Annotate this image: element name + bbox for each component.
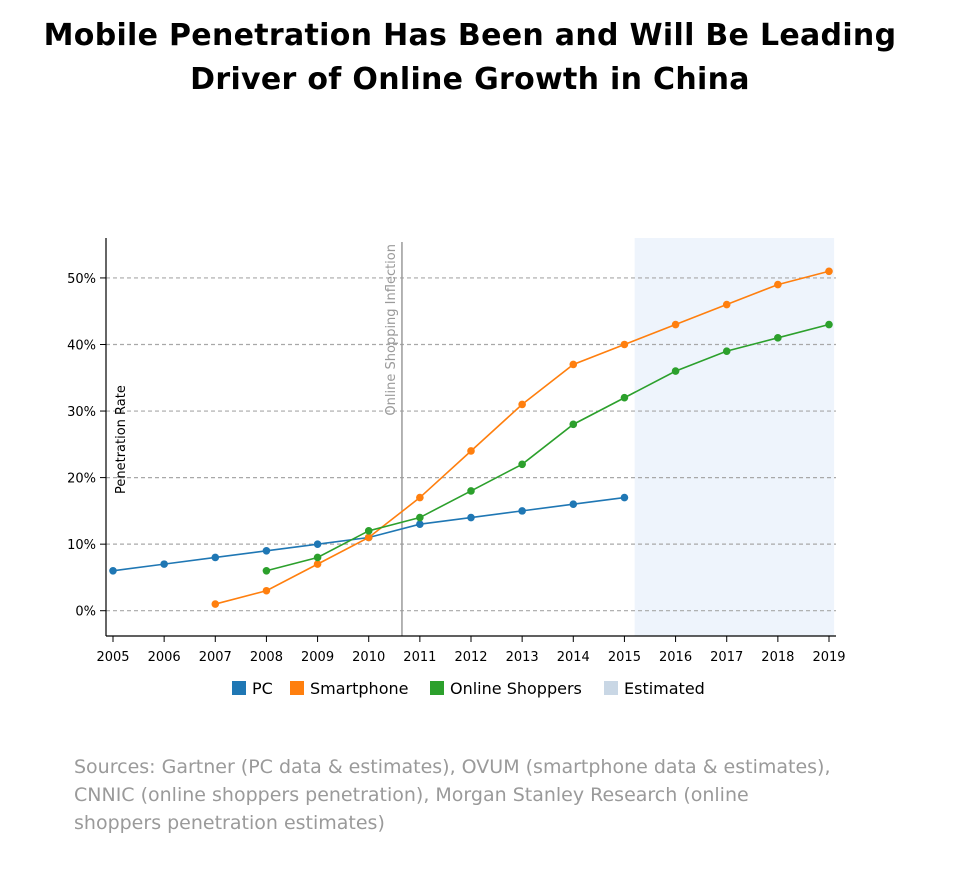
pc-point [569, 500, 578, 509]
x-tick-label: 2015 [608, 650, 641, 665]
y-tick-label: 0% [75, 605, 96, 620]
sources-line-1: Sources: Gartner (PC data & estimates), … [74, 756, 831, 778]
estimated-band-layer [634, 238, 835, 636]
y-axis-label: Penetration Rate [114, 385, 129, 494]
x-tick-label: 2007 [199, 650, 232, 665]
pc-point [313, 540, 322, 548]
pc-point [518, 507, 526, 515]
y-tick-label: 20% [67, 472, 96, 487]
smartphone-point [416, 493, 424, 502]
x-tick-label: 2005 [96, 650, 129, 665]
legend-label-online-shoppers: Online Shoppers [450, 679, 582, 698]
online-shoppers-point [620, 393, 629, 402]
x-tick-label: 2014 [557, 650, 590, 665]
legend: PC Smartphone Online Shoppers Estimated [232, 679, 705, 698]
smartphone-point [313, 560, 322, 568]
online-shoppers-point [262, 566, 271, 575]
title-line-1: Mobile Penetration Has Been and Will Be … [43, 18, 897, 53]
online-shoppers-point [774, 334, 782, 342]
legend-swatch-estimated [604, 681, 618, 695]
chart-title: Mobile Penetration Has Been and Will Be … [0, 14, 940, 102]
pc-point [160, 560, 168, 568]
sources-line-3: shoppers penetration estimates) [74, 812, 385, 834]
x-tick-label: 2013 [506, 650, 539, 665]
legend-label-pc: PC [252, 679, 273, 698]
x-tick-label: 2016 [659, 650, 692, 665]
series-layer [109, 267, 833, 608]
online-shoppers-point [671, 367, 680, 375]
pc-point [109, 566, 117, 575]
smartphone-point [467, 447, 475, 455]
online-shoppers-point [722, 347, 731, 355]
annotation-layer: Online Shopping Inflection [384, 242, 403, 636]
online-shoppers-point [569, 420, 578, 429]
online-shoppers-point [416, 513, 424, 522]
x-tick-label: 2012 [454, 650, 487, 665]
online-shoppers-line [266, 323, 830, 572]
x-tick-label: 2011 [403, 650, 436, 665]
smartphone-point [569, 360, 578, 369]
online-shoppers-point [364, 527, 373, 535]
pc-point [416, 520, 424, 528]
smartphone-point [825, 267, 833, 276]
x-tick-label: 2010 [352, 650, 385, 665]
gridlines [106, 277, 836, 612]
pc-point [467, 513, 475, 522]
smartphone-point [518, 400, 526, 409]
pc-point [620, 493, 629, 502]
inflection-label: Online Shopping Inflection [384, 244, 399, 416]
online-shoppers-point [313, 553, 322, 562]
x-tick-label: 2018 [761, 650, 794, 665]
smartphone-point [722, 300, 731, 309]
smartphone-point [262, 586, 271, 595]
title-line-2: Driver of Online Growth in China [190, 62, 750, 97]
estimated-band [634, 238, 835, 636]
x-tick-label: 2009 [301, 650, 334, 665]
y-tick-label: 30% [67, 405, 96, 420]
y-tick-label: 10% [67, 538, 96, 553]
smartphone-point [364, 533, 373, 542]
smartphone-point [774, 280, 782, 289]
pc-point [211, 553, 220, 562]
online-shoppers-point [825, 320, 833, 329]
x-tick-label: 2019 [812, 650, 845, 665]
line-chart: Online Shopping Inflection 0% 10% 20% 30% 40… [67, 238, 846, 698]
pc-point [262, 547, 271, 555]
sources-line-2: CNNIC (online shoppers penetration), Mor… [74, 784, 749, 806]
x-tick-label: 2008 [250, 650, 283, 665]
legend-swatch-online-shoppers [430, 681, 444, 695]
online-shoppers-point [518, 460, 526, 469]
axes: 0% 10% 20% 30% 40% 50% 2005 2006 2007 2008 2009 201… [67, 238, 846, 665]
y-tick-label: 50% [67, 272, 96, 287]
y-tick-label: 40% [67, 338, 96, 353]
smartphone-point [671, 320, 680, 329]
legend-swatch-smartphone [290, 681, 304, 695]
x-tick-label: 2006 [148, 650, 181, 665]
online-shoppers-point [467, 487, 475, 495]
x-tick-label: 2017 [710, 650, 743, 665]
legend-swatch-pc [232, 681, 246, 695]
legend-label-smartphone: Smartphone [310, 679, 408, 698]
legend-label-estimated: Estimated [624, 679, 705, 698]
smartphone-point [211, 600, 220, 608]
smartphone-point [620, 340, 629, 349]
sources-note: Sources: Gartner (PC data & estimates), … [74, 753, 894, 837]
